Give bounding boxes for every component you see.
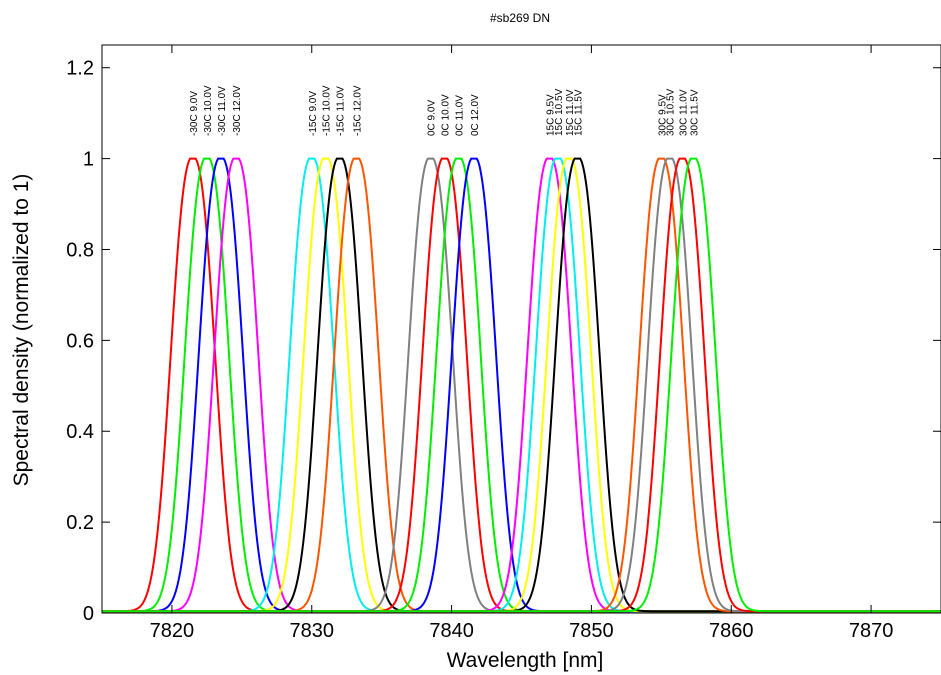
series-layer — [102, 157, 941, 613]
y-tick-label: 0.8 — [66, 239, 94, 261]
series-line-30c-11-5v — [102, 157, 941, 613]
x-tick-label: 7860 — [709, 620, 754, 642]
x-axis-title: Wavelength [nm] — [447, 649, 604, 672]
peak-label-15c-10-5v: 15C 10.5V — [554, 88, 565, 136]
axis-ticks: 7820 7830 7840 7850 7860 7870 0 0.2 0.4 0.6 0.8 1 1.… — [66, 45, 941, 642]
peak-label-30c-11-5v: 30C 11.5V — [690, 89, 701, 136]
peak-labels: -30C 9.0V -30C 10.0V -30C 11.0V -30C 12.0V -… — [189, 85, 701, 136]
x-tick-label: 7820 — [150, 620, 195, 642]
peak-label-30c-10-0v: -30C 10.0V — [203, 85, 214, 136]
peak-label-15c-12-0v: -15C 12.0V — [353, 85, 364, 136]
peak-label-0c-11-0v: 0C 11.0V — [455, 95, 466, 136]
peak-label-30c-9-0v: -30C 9.0V — [189, 91, 200, 136]
peak-label-30c-10-5v: 30C 10.5V — [666, 88, 677, 136]
peak-label-30c-11-0v: 30C 11.0V — [678, 89, 689, 136]
peak-label-15c-10-0v: -15C 10.0V — [322, 85, 333, 136]
peak-label-0c-12-0v: 0C 12.0V — [470, 94, 481, 136]
x-tick-label: 7840 — [429, 620, 474, 642]
peak-label-30c-11-0v: -30C 11.0V — [217, 86, 228, 136]
x-tick-label: 7850 — [569, 620, 614, 642]
y-tick-label: 0.6 — [66, 330, 94, 352]
y-tick-label: 0.2 — [66, 512, 94, 534]
peak-label-0c-10-0v: 0C 10.0V — [441, 94, 452, 136]
plot-frame — [101, 44, 941, 614]
peak-label-15c-11-5v: 15C 11.5V — [573, 89, 584, 136]
y-tick-label: 0.4 — [66, 421, 94, 443]
x-tick-label: 7870 — [849, 620, 894, 642]
chart-title: #sb269 DN — [490, 11, 550, 25]
y-tick-label: 1 — [83, 149, 94, 171]
x-tick-label: 7830 — [290, 620, 335, 642]
peak-label-15c-9-5v: 15C 9.5V — [546, 94, 557, 136]
peak-label-30c-9-5v: 30C 9.5V — [657, 94, 668, 136]
y-tick-label: 1.2 — [66, 58, 94, 80]
y-axis-title: Spectral density (normalized to 1) — [10, 174, 33, 487]
y-tick-label: 0 — [83, 603, 94, 625]
peak-label-0c-9-0v: 0C 9.0V — [427, 100, 438, 136]
peak-label-30c-12-0v: -30C 12.0V — [232, 85, 243, 136]
peak-label-15c-11-0v: 15C 11.0V — [565, 89, 576, 136]
peak-label-15c-9-0v: -15C 9.0V — [308, 91, 319, 136]
series-line-15c-10-5v — [102, 157, 941, 613]
peak-label-15c-11-0v: -15C 11.0V — [336, 86, 347, 136]
